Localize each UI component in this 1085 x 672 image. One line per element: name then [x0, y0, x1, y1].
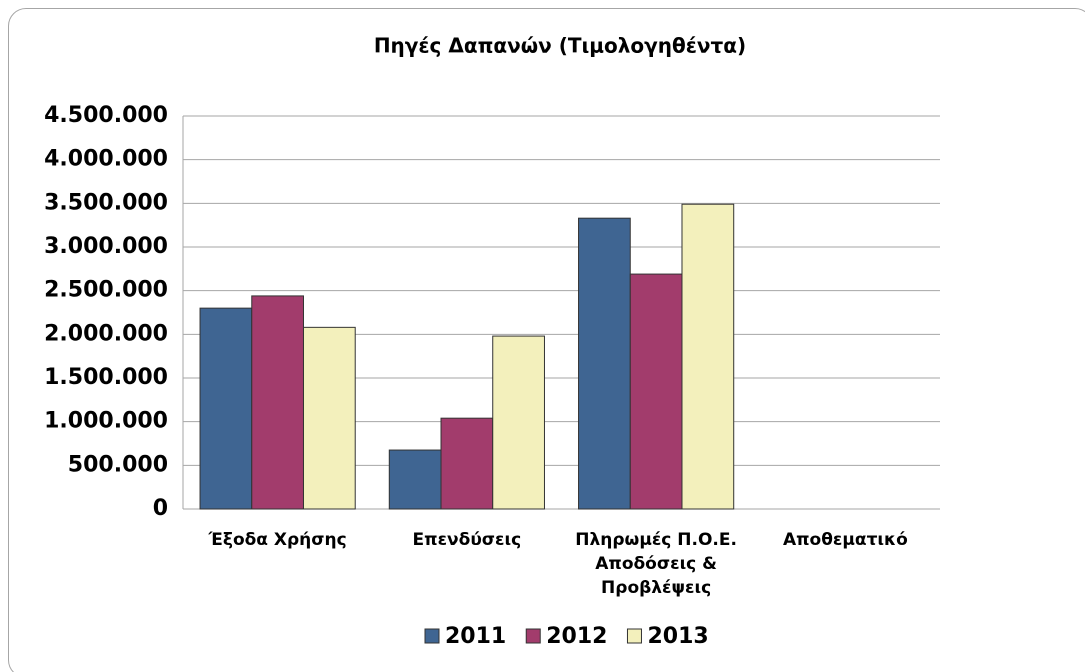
legend-swatch [424, 628, 440, 644]
bar [251, 295, 304, 510]
x-tick-label: Επενδύσεις [412, 530, 522, 550]
chart-frame [8, 8, 1085, 672]
chart-title: Πηγές Δαπανών (Τιμολογηθέντα) [374, 34, 746, 58]
legend-swatch [525, 628, 541, 644]
legend-label: 2013 [647, 624, 708, 649]
y-tick-label: 500.000 [68, 452, 168, 477]
bar [388, 449, 442, 510]
y-tick-label: 1.500.000 [44, 365, 168, 390]
bar [681, 203, 735, 510]
bar [302, 326, 356, 510]
legend-label: 2012 [546, 624, 607, 649]
bar [492, 335, 545, 510]
y-tick-label: 0 [153, 496, 168, 521]
y-tick-label: 4.000.000 [44, 147, 168, 172]
x-tick-label: Πληρωμές Π.Ο.Ε. Αποδόσεις & Προβλέψεις [575, 530, 737, 598]
y-tick-label: 2.000.000 [44, 321, 168, 346]
y-tick-label: 3.500.000 [44, 190, 168, 215]
legend-swatch [626, 628, 642, 644]
y-tick-label: 3.000.000 [44, 234, 168, 259]
bar [440, 417, 494, 510]
y-tick-label: 4.500.000 [44, 103, 168, 128]
y-tick-label: 2.500.000 [44, 278, 168, 303]
y-tick-label: 1.000.000 [44, 409, 168, 434]
x-tick-label: Έξοδα Χρήσης [208, 530, 347, 550]
x-tick-label: Αποθεματικό [782, 530, 908, 550]
bar [578, 217, 631, 510]
bar [629, 273, 683, 510]
legend-label: 2011 [445, 624, 506, 649]
bar [199, 307, 253, 510]
